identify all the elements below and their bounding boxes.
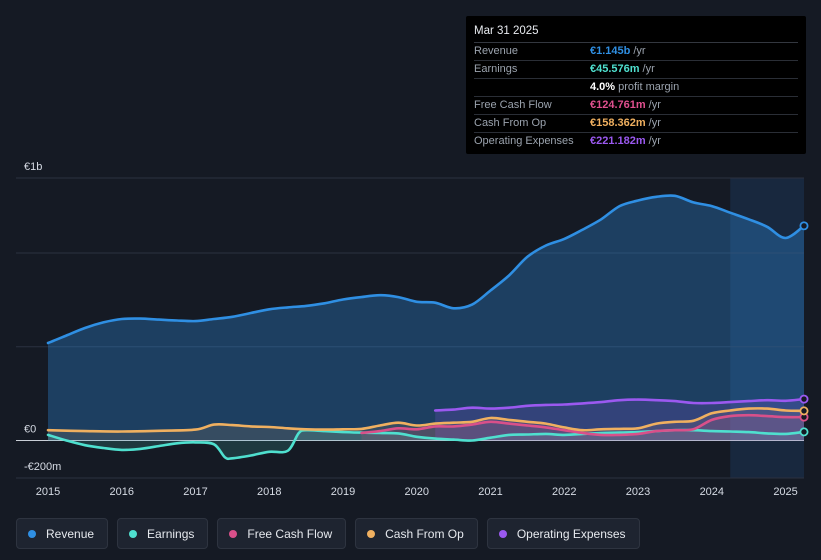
line-revenue — [46, 194, 806, 345]
legend-label: Cash From Op — [385, 526, 464, 541]
tooltip-row-value: €45.576m — [590, 63, 640, 75]
tooltip-row-unit: /yr — [648, 117, 661, 129]
x-tick-label: 2017 — [183, 486, 207, 498]
tooltip-panel: Mar 31 2025 Revenue €1.145b/yr Earnings €45… — [466, 16, 806, 154]
tooltip-row-unit: profit margin — [618, 81, 680, 93]
tooltip-row-unit: /yr — [633, 45, 646, 57]
legend-item-free-cash-flow[interactable]: Free Cash Flow — [217, 518, 347, 549]
end-point-revenue — [799, 221, 809, 231]
line-free-cash-flow — [360, 413, 806, 437]
x-tick-label: 2021 — [478, 486, 502, 498]
tooltip-row: Earnings €45.576m/yr — [474, 61, 798, 79]
tooltip-row: Cash From Op €158.362m/yr — [474, 115, 798, 133]
tooltip-row-value: €1.145b — [590, 45, 631, 57]
tooltip-row-unit: /yr — [648, 99, 661, 111]
x-tick-label: 2022 — [552, 486, 576, 498]
tooltip-row-unit: /yr — [648, 135, 661, 147]
line-operating-expenses — [433, 397, 806, 412]
legend-label: Earnings — [147, 526, 195, 541]
x-tick-label: 2016 — [110, 486, 134, 498]
legend-label: Operating Expenses — [516, 526, 626, 541]
x-tick-label: 2019 — [331, 486, 355, 498]
line-cash-from-op — [46, 407, 806, 433]
x-tick-label: 2025 — [773, 486, 797, 498]
tooltip-date: Mar 31 2025 — [474, 23, 798, 43]
tooltip-row-label: Revenue — [474, 45, 519, 57]
legend-label: Revenue — [46, 526, 95, 541]
legend-dot-icon — [28, 529, 36, 538]
legend-item-operating-expenses[interactable]: Operating Expenses — [486, 518, 640, 549]
x-tick-label: 2015 — [36, 486, 60, 498]
y-tick-label: €1b — [24, 161, 42, 173]
area-earnings — [48, 430, 804, 459]
x-tick-label: 2023 — [626, 486, 650, 498]
tooltip-row-label: Operating Expenses — [474, 135, 574, 147]
end-point-cash-from-op — [799, 406, 809, 416]
legend-label: Free Cash Flow — [247, 526, 333, 541]
tooltip-row-label: Earnings — [474, 63, 518, 75]
end-point-operating-expenses — [799, 394, 809, 404]
legend: Revenue Earnings Free Cash Flow Cash From O… — [16, 518, 649, 549]
tooltip-row-unit: /yr — [642, 63, 655, 75]
legend-dot-icon — [129, 529, 138, 538]
tooltip-row: Revenue €1.145b/yr — [474, 43, 798, 61]
legend-dot-icon — [498, 529, 507, 538]
tooltip-row-value: €124.761m — [590, 99, 646, 111]
area-revenue — [48, 195, 804, 441]
area-free-cash-flow — [361, 415, 804, 441]
tooltip-row-label: Cash From Op — [474, 117, 547, 129]
x-tick-label: 2024 — [700, 486, 724, 498]
end-point-earnings — [799, 427, 809, 437]
tooltip-row-label — [474, 79, 590, 96]
legend-item-earnings[interactable]: Earnings — [117, 518, 209, 549]
y-tick-label: €0 — [24, 424, 36, 436]
tooltip-row: Operating Expenses €221.182m/yr — [474, 133, 798, 150]
tooltip-row-label: Free Cash Flow — [474, 99, 552, 111]
tooltip-row-value: 4.0% — [590, 81, 616, 93]
x-tick-label: 2018 — [257, 486, 281, 498]
legend-item-cash-from-op[interactable]: Cash From Op — [355, 518, 478, 549]
legend-dot-icon — [229, 529, 238, 538]
tooltip-row: 4.0% profit margin — [474, 79, 798, 97]
tooltip-row-value: €221.182m — [590, 135, 646, 147]
tooltip-row-value: €158.362m — [590, 117, 646, 129]
legend-item-revenue[interactable]: Revenue — [16, 518, 109, 549]
tooltip-row: Free Cash Flow €124.761m/yr — [474, 97, 798, 115]
x-tick-label: 2020 — [405, 486, 429, 498]
legend-dot-icon — [367, 529, 376, 538]
y-tick-label: -€200m — [24, 461, 61, 473]
